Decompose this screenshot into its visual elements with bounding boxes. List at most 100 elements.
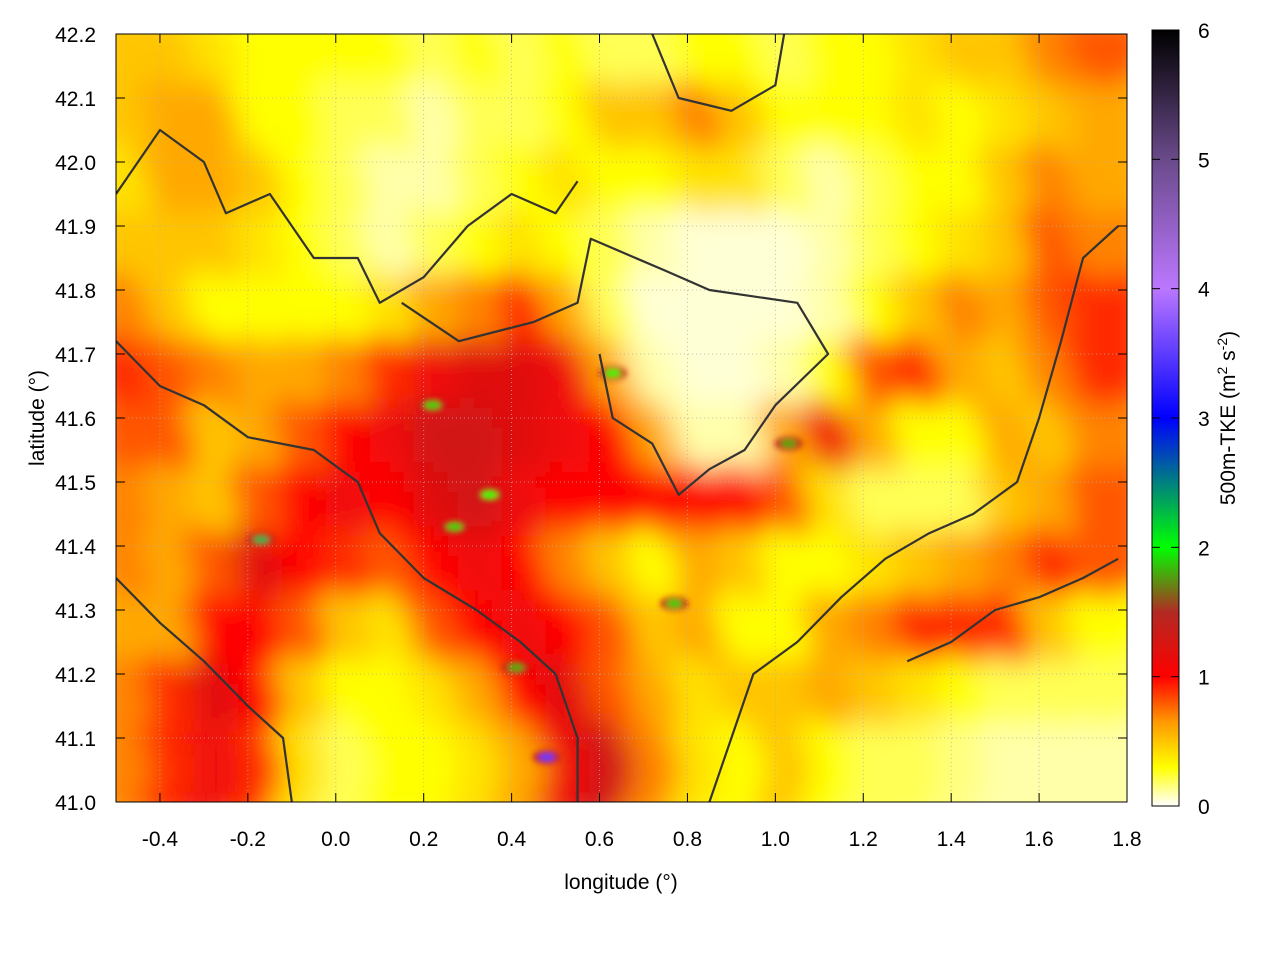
y-tick-label: 41.1 [55,728,96,751]
heatmap-cell-core [477,620,502,664]
heatmap-cell-core [1005,364,1030,408]
heatmap-cell-core [521,684,546,728]
heatmap-cell-core [389,300,414,344]
heatmap-cell-core [873,300,898,344]
heatmap-cell-core [917,556,942,600]
heatmap-cell-core [477,44,502,88]
heatmap-cell-core [785,44,810,88]
heatmap-cell-core [741,364,766,408]
heatmap-cell-core [961,684,986,728]
heatmap-cell-core [829,364,854,408]
heatmap-cell-core [917,300,942,344]
heatmap-cell-core [1049,236,1074,280]
heatmap-cell-core [126,684,150,728]
heatmap-cell-core [653,748,678,792]
heatmap-cell-core [873,492,898,536]
heatmap-cell-core [433,44,458,88]
y-tick-label: 41.3 [55,600,96,623]
heatmap-cell-core [785,236,810,280]
heatmap-cell-core [389,620,414,664]
heatmap-cell-core [609,44,634,88]
heatmap-cell-core [961,44,986,88]
heatmap-cell-core [477,364,502,408]
heatmap-cell-core [389,748,414,792]
heatmap-cell-core [1093,172,1117,216]
colorbar-label-main: 500m-TKE (m [1217,374,1240,505]
x-tick-label: 0.6 [585,828,614,851]
heatmap-cell-core [521,620,546,664]
heatmap-cell-core [697,620,722,664]
heatmap-cell-core [565,300,590,344]
x-tick-label: 1.0 [761,828,790,851]
heatmap-cell-core [873,236,898,280]
heatmap-cell-core [741,172,766,216]
heatmap-cell-core [961,236,986,280]
y-tick-label: 41.4 [55,536,96,559]
heatmap-cell-core [873,620,898,664]
heatmap-cell-core [126,236,150,280]
colorbar-tick-label: 3 [1198,408,1210,431]
heatmap-cell-core [1093,364,1117,408]
heatmap-cell-core [126,108,150,152]
heatmap-cell-core [1049,684,1074,728]
heatmap-cell-core [609,492,634,536]
heatmap-cell-core [257,428,282,472]
heatmap-cell-core [741,492,766,536]
heatmap-cell-core [477,428,502,472]
y-tick-label: 41.6 [55,408,96,431]
heatmap-cell-core [609,236,634,280]
heatmap-cell-core [653,684,678,728]
heatmap-cell-core [169,684,194,728]
heatmap-cell-core [1049,108,1074,152]
heatmap-cell-core [126,556,150,600]
contour-line [651,34,786,112]
heatmap-cell-core [565,44,590,88]
heatmap-cell-core [301,172,326,216]
heatmap-cell-core [433,236,458,280]
heatmap-cell-core [257,44,282,88]
heatmap-cell-core [1005,620,1030,664]
colorbar-ticks: 0 1 2 3 4 5 6 [1152,20,1210,819]
heatmap-cell-core [917,172,942,216]
heatmap-cell-core [257,236,282,280]
y-tick-label: 42.2 [55,24,96,47]
heatmap-cell-core [741,556,766,600]
heatmap-cell-core [345,748,370,792]
heatmap-cell-core [126,492,150,536]
heatmap-cell-core [1093,620,1117,664]
heatmap-cells [116,34,1127,802]
x-tick-label: 1.8 [1112,828,1141,851]
x-tick-label: 0.8 [673,828,702,851]
heatmap-cell-core [917,684,942,728]
heatmap-cell-core [126,748,150,792]
heatmap-cell-core [565,108,590,152]
x-tick-label: -0.4 [142,828,179,851]
heatmap-cell-core [477,492,502,536]
contour-line [906,557,1119,663]
heatmap-cell-core [213,556,238,600]
heatmap-cell-core [301,684,326,728]
heatmap-cell-core [741,748,766,792]
grid [116,34,1127,802]
heatmap-cell-core [653,620,678,664]
heatmap-cell-core [609,684,634,728]
y-tick-label: 41.0 [55,792,96,815]
contour-line [401,237,830,496]
plot-area [116,34,1127,802]
heatmap-cell-core [126,364,150,408]
heatmap-peak [538,753,555,762]
heatmap-cell-core [565,620,590,664]
heatmap-cell-core [1005,172,1030,216]
heatmap-cell-core [1049,428,1074,472]
heatmap-cell-core [1049,620,1074,664]
heatmap-cell-core [1005,748,1030,792]
heatmap-cell-core [609,620,634,664]
heatmap-cell-core [433,300,458,344]
heatmap-cell-core [126,172,150,216]
heatmap-cell-core [345,428,370,472]
heatmap-cell-core [961,108,986,152]
heatmap-peaks [247,366,803,765]
heatmap-cell-core [873,428,898,472]
x-tick-label: 1.6 [1024,828,1053,851]
heatmap-cell-core [477,748,502,792]
